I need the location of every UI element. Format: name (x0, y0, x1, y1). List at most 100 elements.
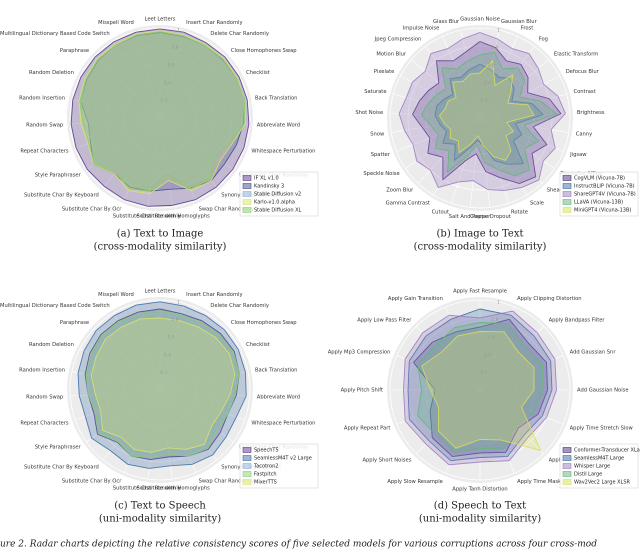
category-label: Insert Char Randomly (186, 292, 242, 298)
legend-label: Karlo-v1.0.alpha (254, 200, 295, 206)
category-label: Substitute Char By Ocr (62, 206, 122, 212)
radar-area (439, 59, 535, 161)
category-label: Substitute Char By Keyboard (24, 192, 99, 198)
r-tick-label: 0.2 (480, 370, 487, 376)
spoke (159, 371, 249, 391)
spoke (159, 76, 241, 119)
legend-swatch (242, 479, 252, 485)
category-label: Paraphrase (60, 48, 89, 54)
chart-subtitle: (uni-modality similarity) (99, 514, 221, 525)
category-label: Canny (576, 132, 592, 138)
spoke (433, 117, 481, 196)
category-label: Frost (521, 26, 534, 32)
spoke (159, 99, 249, 119)
legend-box (559, 443, 639, 489)
spoke (159, 117, 173, 208)
category-label: Brightness (577, 110, 605, 116)
legend-swatch (562, 471, 572, 477)
legend-box (239, 171, 319, 217)
category-label: Cutout (432, 209, 449, 215)
chart-title: (a) Text to Image (117, 229, 204, 240)
r-tick-label: 0.8 (491, 317, 498, 323)
category-label: Leet Letters (145, 289, 176, 295)
category-label: Apply Repeat Part (344, 425, 390, 431)
legend-swatch (562, 183, 572, 189)
spoke (70, 389, 161, 397)
category-label: Insert Char Randomly (186, 20, 242, 26)
category-label: Apply Fast Resample (453, 289, 507, 295)
r-tick-label: 1 (497, 299, 500, 305)
category-label: Zoom Blur (386, 187, 414, 193)
spoke (147, 117, 161, 208)
spoke (159, 389, 250, 397)
legend-swatch (242, 199, 252, 205)
category-label: Swap Char Randomly (199, 478, 255, 484)
radar-area (403, 310, 557, 466)
spoke (159, 389, 218, 461)
legend-label: MixerTTS (254, 480, 277, 486)
spoke (445, 389, 481, 474)
category-label: Multilingual Dictionary Based Code Switc… (0, 31, 110, 37)
category-label: Spatter (371, 152, 391, 158)
spoke (159, 56, 226, 119)
radar-area (70, 28, 250, 207)
r-tick-label: 0.4 (484, 80, 491, 86)
category-label: Misspell Word (98, 292, 134, 298)
r-tick-label: 0.6 (488, 63, 495, 69)
legend-label: CogVLM (Vicuna-7B) (574, 176, 625, 182)
radar-area (87, 313, 239, 457)
radar-area (434, 63, 544, 165)
legend-swatch (562, 175, 572, 181)
spoke (159, 389, 234, 443)
category-label: Leet Letters (145, 17, 176, 23)
legend-box (239, 443, 319, 489)
category-label: Defocus Blur (566, 69, 600, 75)
category-label: Snow (370, 132, 385, 138)
spoke (159, 117, 250, 125)
legend-swatch (242, 207, 252, 213)
chart-subtitle: (cross-modality similarity) (94, 242, 227, 253)
r-tick-label: 0.6 (488, 335, 495, 341)
category-label: Checklist (246, 70, 270, 76)
legend-label: Distil Large (574, 472, 602, 478)
category-label: Substitute Char Randomly (113, 214, 181, 220)
category-label: Gamma Contrast (386, 200, 430, 206)
category-label: Jigsaw (569, 152, 587, 158)
legend-label: Whisper Large (574, 464, 610, 470)
spoke (123, 117, 161, 201)
category-label: Misspell Word (98, 20, 134, 26)
spoke (479, 355, 564, 391)
category-label: Scale (530, 200, 544, 206)
category-label: Repeat Characters (20, 149, 69, 155)
spoke (86, 389, 161, 443)
legend-label: LLaVA (Vicuna-13B) (574, 200, 623, 206)
radar-area (85, 310, 240, 459)
spoke (416, 389, 481, 454)
spoke (479, 306, 515, 391)
category-label: Swap Char Randomly (199, 206, 255, 212)
category-label: Random Insertion (19, 95, 65, 101)
legend-label: IF XL v1.0 (254, 176, 279, 182)
legend-label: Stable Diffusion XL (254, 208, 302, 214)
spoke (479, 389, 544, 454)
spoke (445, 306, 481, 391)
legend-swatch (562, 479, 572, 485)
category-label: Substitute with Homoglyphs (137, 214, 211, 220)
r-tick-label: 1 (177, 299, 180, 305)
category-label: Apply Short Noises (362, 458, 411, 464)
legend-label: SeamlessM4T v2 Large (254, 456, 312, 462)
spoke (159, 117, 197, 201)
category-label: Apply Clipping Distortion (517, 296, 581, 302)
legend-box (559, 171, 639, 217)
spoke (479, 389, 515, 474)
category-label: Jpeg Compression (374, 37, 422, 43)
category-label: Coarse Dropout (470, 214, 511, 220)
radar-area (398, 32, 566, 191)
radar-area (421, 331, 542, 452)
category-label: Paraphrase (60, 320, 89, 326)
spoke (159, 328, 226, 391)
category-label: Glass Blur (433, 19, 460, 25)
category-label: Random Deletion (29, 70, 74, 76)
spoke (102, 117, 161, 189)
